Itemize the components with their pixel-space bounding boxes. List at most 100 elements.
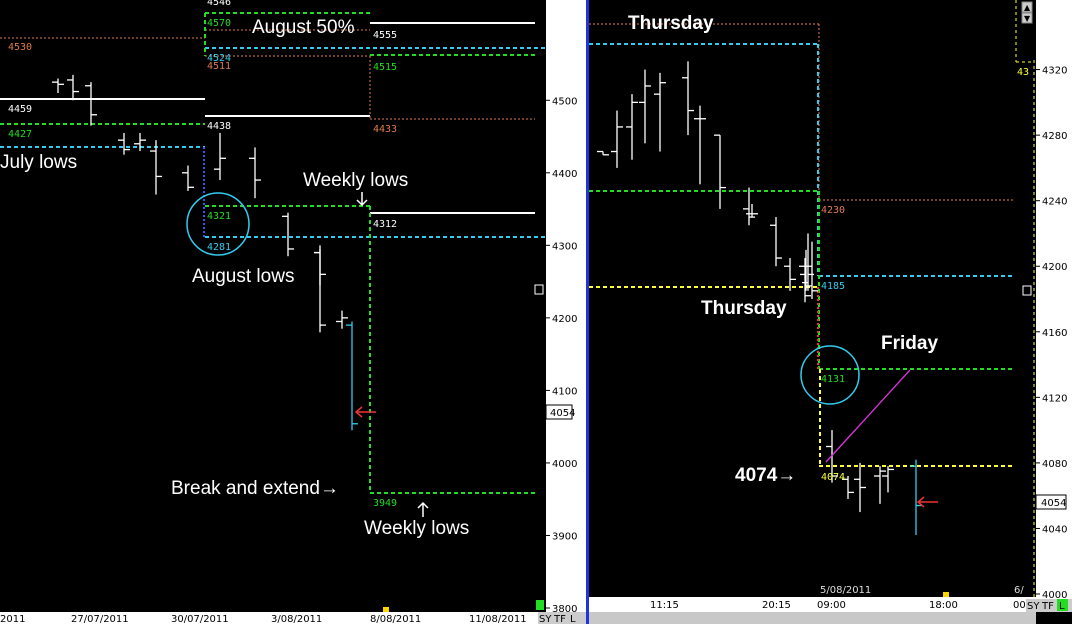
- ohlc-bar: [134, 132, 146, 152]
- y-tick-label: 4500: [552, 96, 577, 107]
- ohlc-bar: [85, 82, 97, 126]
- ohlc-bar: [150, 140, 162, 195]
- tag-4281: 4281: [207, 242, 231, 253]
- tag-4459: 4459: [8, 104, 32, 115]
- annotation-break-and-extend: Break and extend→: [171, 478, 339, 499]
- annotation-august-50: August 50%: [252, 17, 355, 38]
- left-chart-panel[interactable]: 4530 4570 4546 4524 4511 4555 4515 4459 …: [0, 0, 546, 612]
- y-tick-label: 4120: [1042, 393, 1067, 404]
- ohlc-bar: [249, 147, 261, 199]
- ohlc-bar: [67, 74, 79, 101]
- annotation-weekly-lows-bottom: Weekly lows: [364, 518, 469, 539]
- tag-4312: 4312: [373, 219, 397, 230]
- y-tick-label: 4320: [1042, 66, 1067, 77]
- right-x-tick-0: 11:15: [650, 600, 679, 611]
- scroll-down-icon: ▼: [1024, 14, 1031, 23]
- left-x-tick-4: 8/08/2011: [370, 614, 421, 624]
- right-chart-panel[interactable]: 4230 4185 4131 4074 43 Thursday Thursday…: [589, 0, 1035, 597]
- left-price-box: [545, 404, 573, 420]
- y-tick-label: 4160: [1042, 328, 1067, 339]
- scroll-up-icon: ▲: [1024, 3, 1031, 12]
- tag-4530: 4530: [8, 42, 32, 53]
- y-tick-label: 4080: [1042, 459, 1067, 470]
- right-corner-buttons[interactable]: SY TF L: [1026, 599, 1072, 612]
- y-tick-label: 4280: [1042, 131, 1067, 142]
- right-date-label: 5/08/2011: [820, 585, 871, 596]
- annotation-thursday-mid: Thursday: [701, 298, 787, 319]
- left-btn-tf: TF: [553, 614, 566, 624]
- annotation-4074: 4074→: [735, 465, 796, 486]
- y-tick-label: 4300: [552, 241, 577, 252]
- ohlc-bar: [182, 165, 194, 191]
- right-btn-tf: TF: [1041, 601, 1054, 612]
- tag-4555: 4555: [373, 30, 397, 41]
- ohlc-bar: [854, 462, 866, 513]
- right-current-price-red-arrow: [916, 496, 938, 508]
- ohlc-bar-last: [346, 321, 358, 431]
- ohlc-bar: [694, 105, 706, 185]
- tag-4427: 4427: [8, 129, 32, 140]
- ohlc-bar: [874, 466, 886, 504]
- ohlc-bar: [800, 249, 812, 291]
- left-x-tick-2: 30/07/2011: [171, 614, 229, 624]
- right-price-box: [1035, 494, 1067, 510]
- left-ohlc-bars: [52, 74, 358, 431]
- y-tick-label: 4240: [1042, 197, 1067, 208]
- left-x-tick-1: 27/07/2011: [71, 614, 129, 624]
- right-x-tick-3: 18:00: [929, 600, 958, 611]
- tag-4433: 4433: [373, 124, 397, 135]
- y-tick-label: 3900: [552, 531, 577, 542]
- tag-3949: 3949: [373, 498, 397, 509]
- left-y-axis[interactable]: 3800 3900 4000 4100 4200 4300 4400 4500 4054: [534, 0, 588, 615]
- tag-43: 43: [1017, 67, 1029, 78]
- right-btn-sy: SY: [1027, 601, 1040, 612]
- friday-highlight-circle: [800, 345, 860, 405]
- right-btn-l: L: [1059, 601, 1065, 612]
- right-x-tick-1: 20:15: [762, 600, 791, 611]
- right-edge-label: 6/: [1014, 585, 1024, 596]
- annotation-friday: Friday: [881, 333, 938, 354]
- y-tick-label: 4400: [552, 169, 577, 180]
- august-lows-highlight-circle: [186, 192, 250, 256]
- right-y-axis[interactable]: 4000 4040 4080 4120 4160 4200 4240 4280 4320 405…: [1021, 0, 1072, 612]
- panel-divider[interactable]: [586, 0, 589, 624]
- ohlc-bar: [626, 94, 638, 160]
- tag-4185: 4185: [821, 281, 845, 292]
- annotation-thursday-top: Thursday: [628, 13, 714, 34]
- left-price-box-label: 4054: [550, 408, 575, 419]
- left-x-axis: 2011 27/07/2011 30/07/2011 3/08/2011 8/0…: [0, 600, 588, 624]
- tag-4524: 4524: [207, 53, 231, 64]
- tag-4511: 4511: [207, 61, 231, 72]
- left-corner-buttons[interactable]: SY TF L: [538, 612, 588, 624]
- ohlc-bar: [882, 466, 894, 493]
- weekly-lows-down-arrow: [356, 192, 368, 207]
- right-level-tags: 4230 4185 4131 4074 43: [821, 67, 1029, 483]
- y-tick-label: 4200: [1042, 262, 1067, 273]
- annotation-weekly-lows-top: Weekly lows: [303, 170, 408, 191]
- annotation-july-lows: July lows: [0, 152, 77, 173]
- left-x-tick-0: 2011: [0, 614, 25, 624]
- ohlc-bar: [282, 212, 294, 257]
- y-tick-label: 4000: [1042, 590, 1067, 601]
- right-price-box-label: 4054: [1041, 498, 1066, 509]
- ohlc-bar: [654, 72, 666, 152]
- ohlc-bar: [784, 258, 796, 291]
- ohlc-bar: [52, 78, 64, 94]
- left-btn-l: L: [570, 614, 576, 624]
- right-ohlc-bars: [597, 61, 922, 536]
- y-tick-label: 4040: [1042, 524, 1067, 535]
- ohlc-bar: [770, 217, 782, 267]
- left-btn-sy: SY: [539, 614, 552, 624]
- tag-4570: 4570: [207, 18, 231, 29]
- right-scale-marker: [1022, 285, 1032, 296]
- right-x-axis: 11:15 20:15 09:00 18:00 00: [589, 592, 1036, 624]
- tag-4546: 4546: [207, 0, 231, 8]
- tag-4515: 4515: [373, 62, 397, 73]
- y-tick-label: 4100: [552, 386, 577, 397]
- tag-4074: 4074: [821, 472, 845, 483]
- y-tick-label: 4000: [552, 459, 577, 470]
- tag-4131: 4131: [821, 374, 845, 385]
- scroll-down-button: [1021, 12, 1033, 24]
- ohlc-bar: [842, 476, 854, 499]
